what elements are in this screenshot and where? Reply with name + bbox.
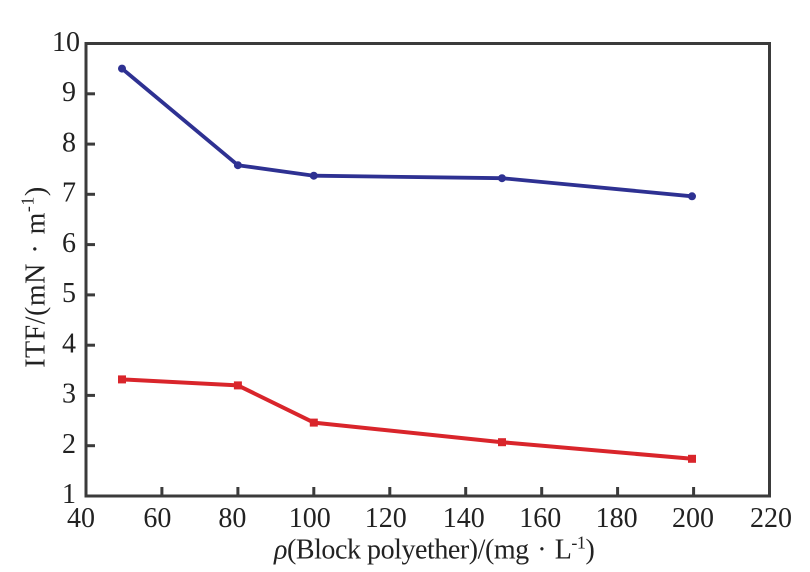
svg-text:3: 3 <box>62 379 76 410</box>
svg-text:8: 8 <box>62 127 76 158</box>
svg-text:60: 60 <box>143 503 171 534</box>
svg-text:10: 10 <box>52 27 80 58</box>
svg-text:80: 80 <box>218 503 246 534</box>
svg-text:1: 1 <box>62 479 76 510</box>
svg-text:ITF/(mN · m-1): ITF/(mN · m-1) <box>18 186 52 368</box>
svg-text:9: 9 <box>62 77 76 108</box>
svg-text:ρ(Block polyether)/(mg · L-1): ρ(Block polyether)/(mg · L-1) <box>273 533 594 566</box>
svg-text:140: 140 <box>443 503 485 534</box>
svg-text:160: 160 <box>519 503 561 534</box>
svg-text:7: 7 <box>62 178 76 209</box>
svg-text:200: 200 <box>672 503 714 534</box>
svg-text:220: 220 <box>750 503 792 534</box>
svg-text:4: 4 <box>62 329 76 360</box>
svg-text:40: 40 <box>67 503 95 534</box>
svg-text:100: 100 <box>289 503 331 534</box>
svg-text:2: 2 <box>62 429 76 460</box>
svg-text:5: 5 <box>62 278 76 309</box>
svg-text:6: 6 <box>62 228 76 259</box>
svg-text:120: 120 <box>365 503 407 534</box>
svg-text:180: 180 <box>596 503 638 534</box>
